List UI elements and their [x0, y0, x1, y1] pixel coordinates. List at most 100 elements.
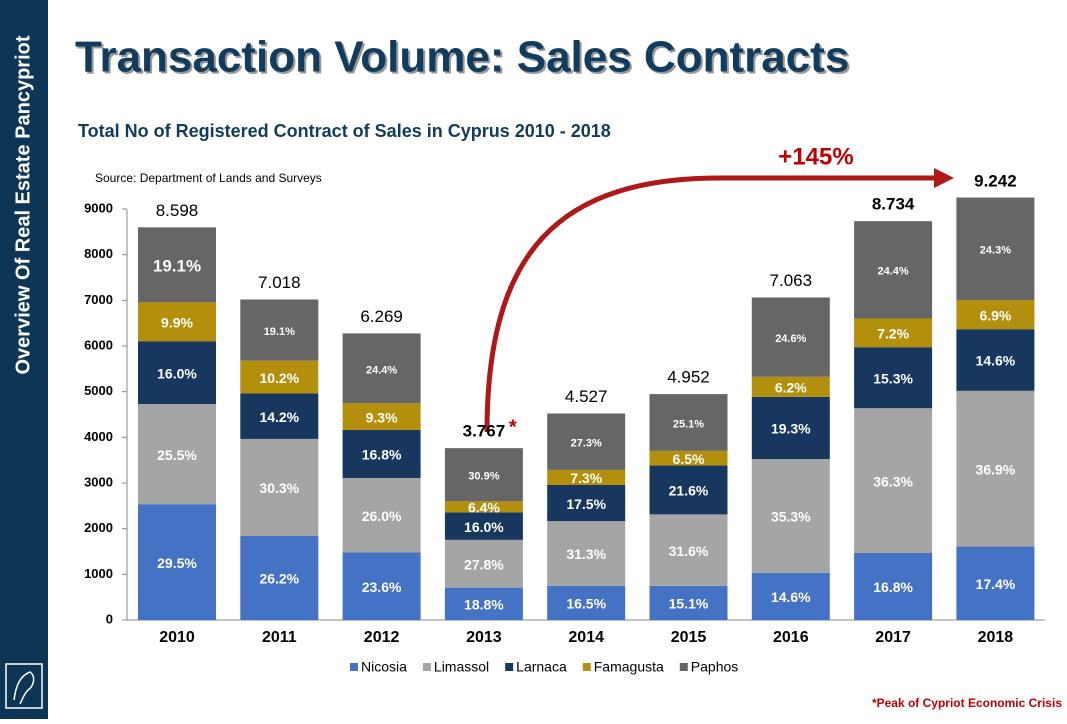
bar-segment: [342, 552, 421, 620]
bar-segment: [751, 376, 830, 397]
legend-swatch: [582, 663, 591, 671]
total-label: 3.767: [463, 421, 506, 440]
bar-segment: [547, 413, 626, 470]
bar-segment: [342, 333, 421, 404]
bar-segment: [649, 514, 728, 586]
legend-swatch: [505, 663, 514, 671]
total-label: 6.269: [360, 307, 403, 326]
legend-swatch: [350, 663, 358, 671]
bar-segment: [547, 469, 626, 486]
y-tick-label: 3000: [84, 474, 113, 489]
segment-label: 9.3%: [366, 409, 398, 425]
y-tick-label: 9000: [84, 200, 113, 215]
y-tick-label: 8000: [84, 246, 113, 261]
bar-segment: [956, 300, 1035, 330]
segment-label: 25.1%: [673, 418, 704, 430]
x-tick-label: 2016: [773, 629, 809, 646]
segment-label: 24.6%: [775, 333, 806, 345]
segment-label: 31.3%: [566, 546, 606, 562]
segment-label: 30.3%: [259, 480, 299, 496]
annotation: +145%: [778, 143, 853, 170]
segment-label: 19.1%: [264, 326, 295, 338]
bar-segment: [854, 318, 933, 348]
segment-label: 14.2%: [259, 409, 299, 425]
bar-segment: [240, 299, 319, 361]
segment-label: 25.5%: [157, 447, 197, 463]
segment-label: 18.8%: [464, 597, 504, 613]
segment-label: 16.8%: [362, 447, 402, 463]
bar-segment: [649, 450, 728, 466]
bar-segment: [342, 429, 421, 479]
total-label: 4.527: [565, 387, 608, 406]
segment-label: 7.2%: [877, 326, 909, 342]
total-label: 4.952: [667, 367, 710, 386]
segment-label: 30.9%: [468, 471, 499, 483]
heading: Transaction Volume: Sales Contracts: [75, 33, 849, 82]
segment-label: 24.4%: [366, 364, 397, 376]
y-tick-label: 7000: [84, 292, 113, 307]
x-tick-label: 2012: [364, 629, 400, 646]
bar-segment: [956, 329, 1035, 391]
y-tick-label: 1000: [84, 566, 113, 581]
segment-label: 35.3%: [771, 509, 811, 525]
bar-segment: [547, 485, 626, 522]
segment-label: 9.9%: [161, 314, 193, 330]
segment-label: 6.9%: [979, 307, 1011, 323]
bar-segment: [956, 546, 1035, 620]
segment-label: 29.5%: [157, 555, 197, 571]
x-tick-label: 2018: [978, 629, 1014, 646]
segment-label: 17.4%: [976, 576, 1016, 592]
legend-label: Paphos: [691, 659, 738, 675]
growth-arrow: [484, 175, 936, 433]
bar-segment: [649, 394, 728, 451]
segment-label: 16.5%: [566, 596, 606, 612]
bar-segment: [444, 501, 523, 513]
arrow-head: [934, 168, 954, 188]
segment-label: 14.6%: [976, 353, 1016, 369]
bar-segment: [138, 341, 216, 405]
y-tick-label: 0: [106, 611, 113, 626]
sidebar: [0, 0, 48, 719]
segment-label: 6.4%: [468, 500, 500, 516]
bar-segment: [138, 404, 216, 505]
bar-segment: [854, 408, 933, 553]
bar-segment: [751, 459, 830, 573]
bar-segment: [751, 396, 830, 460]
bar-segment: [649, 585, 728, 620]
total-label: 8.734: [872, 195, 915, 214]
legend-swatch: [679, 663, 688, 671]
bar-segment: [444, 587, 523, 620]
y-tick-label: 5000: [84, 383, 113, 398]
total-label: 7.063: [770, 271, 813, 290]
segment-label: 23.6%: [362, 579, 402, 595]
sidebar-text: Overview Of Real Estate Pancypriot: [12, 35, 34, 374]
bar-segment: [138, 504, 216, 620]
total-label: 7.018: [258, 273, 301, 292]
bar-segment: [138, 302, 216, 342]
bar-segment: [854, 347, 933, 409]
bar-segment: [138, 227, 216, 303]
bar-segment: [751, 297, 830, 377]
segment-label: 26.0%: [362, 508, 402, 524]
legend-label: Nicosia: [361, 659, 407, 675]
bar-segment: [854, 221, 933, 319]
bar-segment: [240, 438, 319, 537]
x-tick-label: 2014: [568, 629, 604, 646]
segment-label: 24.3%: [980, 245, 1011, 257]
bar-segment: [444, 539, 523, 588]
segment-label: 31.6%: [669, 543, 709, 559]
bar-segment: [956, 390, 1035, 547]
segment-label: 15.1%: [669, 596, 709, 612]
legend-swatch: [422, 663, 431, 671]
logo: [5, 663, 43, 709]
segment-label: 21.6%: [669, 483, 709, 499]
segment-label: 7.3%: [570, 470, 602, 486]
segment-label: 36.3%: [873, 473, 913, 489]
x-tick-label: 2017: [875, 629, 911, 646]
bar-segment: [342, 403, 421, 430]
segment-label: 19.3%: [771, 421, 811, 437]
segment-label: 27.8%: [464, 556, 504, 572]
segment-label: 19.1%: [153, 256, 201, 275]
segment-label: 16.8%: [873, 579, 913, 595]
